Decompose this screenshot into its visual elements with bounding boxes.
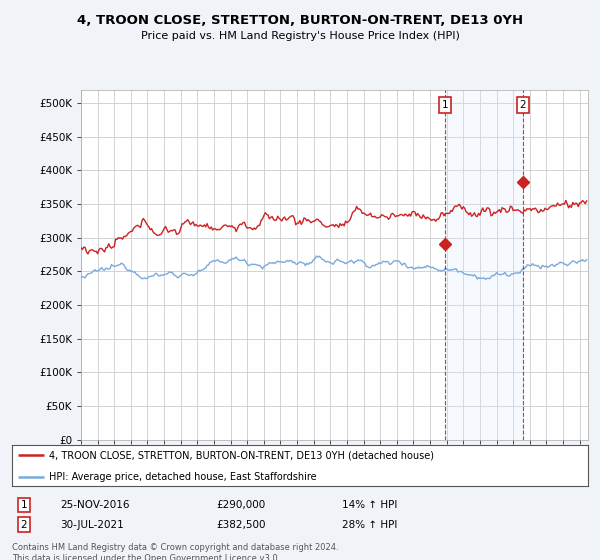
Text: 30-JUL-2021: 30-JUL-2021 (60, 520, 124, 530)
Text: 4, TROON CLOSE, STRETTON, BURTON-ON-TRENT, DE13 0YH (detached house): 4, TROON CLOSE, STRETTON, BURTON-ON-TREN… (49, 450, 434, 460)
Text: 1: 1 (442, 100, 449, 110)
Text: Contains HM Land Registry data © Crown copyright and database right 2024.
This d: Contains HM Land Registry data © Crown c… (12, 543, 338, 560)
Text: £382,500: £382,500 (216, 520, 265, 530)
Text: 25-NOV-2016: 25-NOV-2016 (60, 500, 130, 510)
Text: 14% ↑ HPI: 14% ↑ HPI (342, 500, 397, 510)
Text: 28% ↑ HPI: 28% ↑ HPI (342, 520, 397, 530)
Text: HPI: Average price, detached house, East Staffordshire: HPI: Average price, detached house, East… (49, 472, 317, 482)
Text: 1: 1 (20, 500, 28, 510)
Text: Price paid vs. HM Land Registry's House Price Index (HPI): Price paid vs. HM Land Registry's House … (140, 31, 460, 41)
Text: 2: 2 (520, 100, 526, 110)
Bar (445, 90, 523, 440)
Text: 2: 2 (20, 520, 28, 530)
Text: £290,000: £290,000 (216, 500, 265, 510)
Text: 4, TROON CLOSE, STRETTON, BURTON-ON-TRENT, DE13 0YH: 4, TROON CLOSE, STRETTON, BURTON-ON-TREN… (77, 14, 523, 27)
